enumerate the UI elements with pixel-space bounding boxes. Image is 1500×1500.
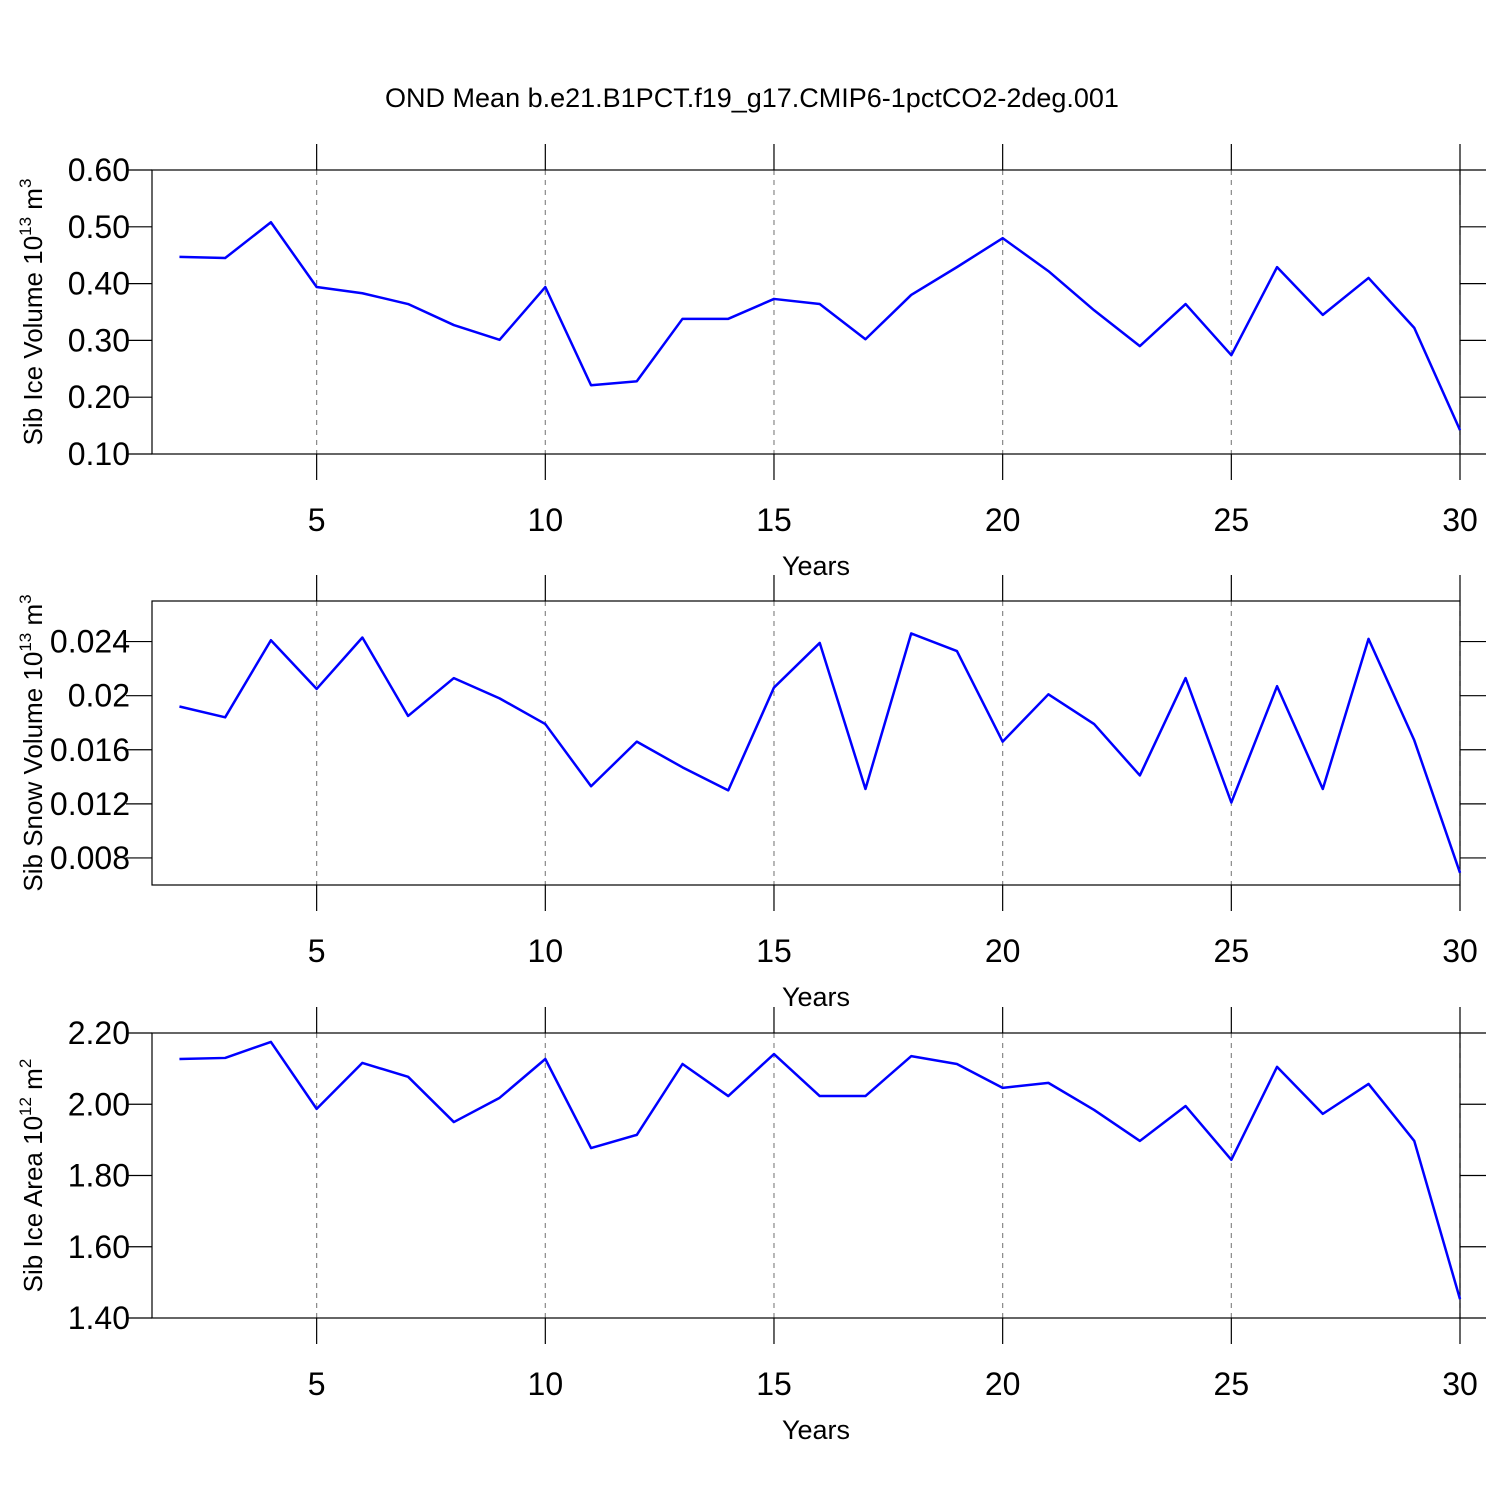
x-axis-label: Years — [782, 551, 850, 581]
y-tick-label: 0.016 — [50, 732, 130, 768]
x-tick-label: 20 — [985, 933, 1021, 969]
y-tick-label: 0.02 — [68, 678, 130, 714]
y-tick-label: 0.60 — [68, 152, 130, 188]
y-tick-label: 0.012 — [50, 786, 130, 822]
x-tick-label: 30 — [1442, 502, 1478, 538]
y-label-unit: m — [18, 188, 48, 217]
y-label-unit-exponent: 3 — [16, 179, 35, 188]
plot-frame — [151, 600, 1461, 886]
x-tick-label: 25 — [1214, 502, 1250, 538]
y-tick-label: 1.80 — [68, 1158, 130, 1194]
y-label-unit-exponent: 2 — [16, 1059, 35, 1068]
x-tick-label: 20 — [985, 1366, 1021, 1402]
chart-title: OND Mean b.e21.B1PCT.f19_g17.CMIP6-1pctC… — [385, 83, 1119, 113]
x-tick-label: 15 — [756, 1366, 792, 1402]
x-tick-label: 10 — [528, 1366, 564, 1402]
y-tick-label: 1.60 — [68, 1229, 130, 1265]
y-axis-label: Sib Ice Volume 1013 m3 — [16, 179, 48, 446]
y-tick-label: 0.20 — [68, 379, 130, 415]
y-tick-label: 1.40 — [68, 1300, 130, 1336]
y-axis-label: Sib Ice Area 1012 m2 — [16, 1059, 48, 1293]
y-tick-label: 0.30 — [68, 322, 130, 358]
plot-frame — [151, 169, 1461, 455]
x-tick-label: 25 — [1214, 1366, 1250, 1402]
y-tick-label: 0.40 — [68, 266, 130, 302]
y-label-unit-exponent: 3 — [16, 594, 35, 603]
y-tick-label: 0.024 — [50, 624, 130, 660]
x-tick-label: 10 — [528, 502, 564, 538]
data-line — [179, 1040, 1462, 1300]
x-tick-label: 20 — [985, 502, 1021, 538]
x-tick-label: 10 — [528, 933, 564, 969]
y-axis-label: Sib Snow Volume 1013 m3 — [16, 594, 48, 891]
x-axis-label: Years — [782, 1415, 850, 1445]
x-axis-label: Years — [782, 982, 850, 1012]
y-tick-label: 0.008 — [50, 840, 130, 876]
y-label-unit: m — [18, 1068, 48, 1097]
y-label-exponent: 13 — [16, 217, 35, 236]
x-tick-label: 30 — [1442, 933, 1478, 969]
y-label-exponent: 12 — [16, 1097, 35, 1116]
x-tick-label: 15 — [756, 933, 792, 969]
y-label-text: Sib Snow Volume 10 — [18, 652, 48, 892]
x-tick-label: 30 — [1442, 1366, 1478, 1402]
y-tick-label: 2.20 — [68, 1015, 130, 1051]
y-label-text: Sib Ice Area 10 — [18, 1116, 48, 1292]
y-label-unit: m — [18, 604, 48, 633]
x-tick-label: 5 — [308, 1366, 326, 1402]
y-tick-label: 2.00 — [68, 1086, 130, 1122]
data-line — [179, 221, 1462, 431]
y-tick-label: 0.50 — [68, 209, 130, 245]
x-tick-label: 25 — [1214, 933, 1250, 969]
y-tick-label: 0.10 — [68, 436, 130, 472]
data-line — [179, 632, 1462, 874]
plot-frame — [151, 1032, 1461, 1319]
y-label-text: Sib Ice Volume 10 — [18, 236, 48, 446]
x-tick-label: 5 — [308, 502, 326, 538]
x-tick-label: 15 — [756, 502, 792, 538]
x-tick-label: 5 — [308, 933, 326, 969]
y-label-exponent: 13 — [16, 633, 35, 652]
